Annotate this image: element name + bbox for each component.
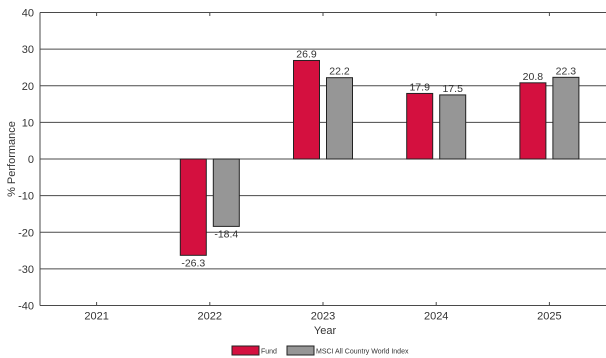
y-tick-labels: -40 -30 -20 -10 0 10 20 30 40 bbox=[18, 8, 34, 313]
bars bbox=[179, 59, 580, 256]
y-tick-label: 10 bbox=[22, 117, 34, 129]
x-tick-label: 2025 bbox=[537, 311, 561, 323]
x-tick-label: 2021 bbox=[84, 311, 108, 323]
data-labels: -26.3 26.9 17.9 20.8 -18.4 22.2 17.5 22.3 bbox=[181, 48, 576, 269]
legend: Fund MSCI All Country World Index bbox=[231, 345, 409, 356]
data-label: 20.8 bbox=[523, 71, 544, 83]
y-tick-label: 40 bbox=[22, 8, 34, 20]
bar-fund bbox=[179, 158, 207, 256]
legend-label: Fund bbox=[261, 349, 277, 356]
y-tick-label: -20 bbox=[18, 227, 34, 239]
bar-index bbox=[212, 158, 240, 227]
data-label: 22.2 bbox=[329, 66, 350, 78]
y-tick-label: -10 bbox=[18, 191, 34, 203]
bar-fund bbox=[519, 82, 547, 160]
x-tick-label: 2023 bbox=[311, 311, 335, 323]
data-label: 17.5 bbox=[442, 83, 463, 95]
data-label: 26.9 bbox=[296, 48, 317, 60]
bar-fund bbox=[293, 59, 320, 160]
y-tick-label: 0 bbox=[28, 154, 34, 166]
gridlines bbox=[39, 12, 606, 306]
data-label: -26.3 bbox=[181, 257, 205, 269]
x-tick-label: 2022 bbox=[198, 311, 222, 323]
data-label: -18.4 bbox=[214, 228, 238, 240]
x-axis-title: Year bbox=[314, 325, 337, 337]
data-label: 22.3 bbox=[556, 65, 577, 77]
bar-index bbox=[439, 94, 467, 160]
legend-swatch bbox=[286, 345, 315, 356]
bar-index bbox=[552, 76, 580, 160]
x-tick-label: 2024 bbox=[424, 311, 448, 323]
data-label: 17.9 bbox=[409, 81, 430, 93]
legend-swatch bbox=[231, 345, 260, 356]
y-tick-label: 30 bbox=[22, 44, 34, 56]
y-tick-label: -30 bbox=[18, 264, 34, 276]
y-axis-title: % Performance bbox=[6, 121, 18, 197]
bar-fund bbox=[406, 92, 434, 160]
x-tick-labels: 2021 2022 2023 2024 2025 bbox=[84, 311, 561, 323]
y-tick-label: 20 bbox=[22, 81, 34, 93]
y-tick-label: -40 bbox=[18, 301, 34, 313]
bar-index bbox=[326, 77, 353, 160]
legend-label: MSCI All Country World Index bbox=[316, 349, 409, 356]
